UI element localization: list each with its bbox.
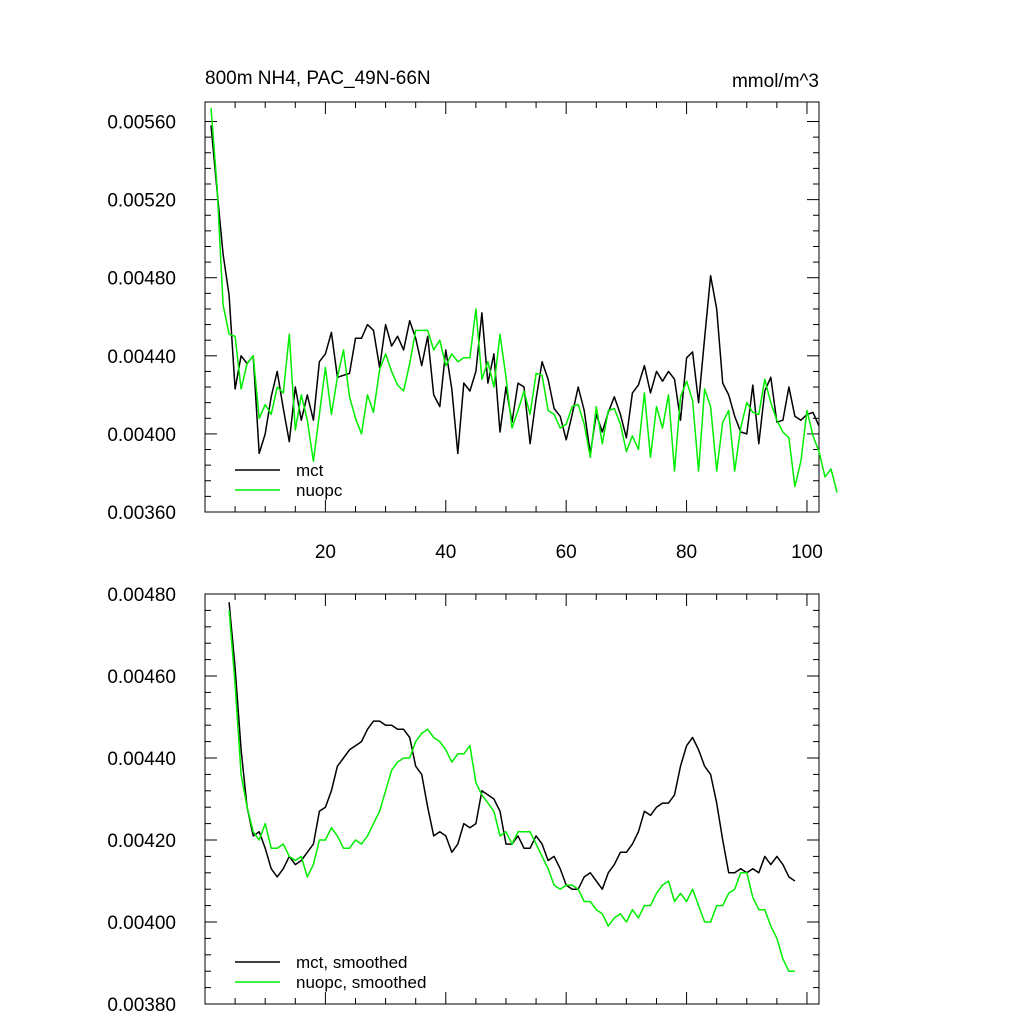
bottom-y-tick-label: 0.00460 bbox=[107, 667, 176, 688]
top-series bbox=[210, 107, 838, 493]
top-series-nuopc bbox=[210, 107, 838, 493]
legend-label-nuopc: nuopc bbox=[296, 481, 343, 500]
top-legend: mct nuopc bbox=[235, 461, 343, 500]
top-chart-units: mmol/m^3 bbox=[732, 71, 819, 92]
bottom-series-mct-smoothed bbox=[228, 602, 796, 890]
top-series-mct bbox=[210, 125, 820, 455]
top-chart-title: 800m NH4, PAC_49N-66N bbox=[205, 68, 431, 89]
bottom-y-tick-label: 0.00440 bbox=[107, 749, 176, 770]
bottom-y-tick-label: 0.00380 bbox=[107, 995, 176, 1016]
top-y-tick-label: 0.00480 bbox=[107, 269, 176, 290]
top-plot-frame bbox=[204, 101, 820, 513]
bottom-panel: 0.00380 0.00400 0.00420 0.00440 0.00460 0.004… bbox=[107, 585, 820, 1016]
top-x-tick-label: 40 bbox=[435, 542, 456, 563]
top-y-tick-label: 0.00520 bbox=[107, 191, 176, 212]
top-y-tick-label: 0.00560 bbox=[107, 113, 176, 134]
bottom-series bbox=[228, 602, 796, 972]
top-x-tick-label: 100 bbox=[791, 542, 823, 563]
top-panel: 20 40 60 80 100 0.00360 0.00400 0.00440 0.00480 0… bbox=[107, 68, 838, 563]
bottom-ticks: 0.00380 0.00400 0.00420 0.00440 0.00460 0.004… bbox=[107, 585, 819, 1016]
bottom-y-tick-label: 0.00480 bbox=[107, 585, 176, 606]
top-x-tick-label: 80 bbox=[676, 542, 697, 563]
top-x-tick-label: 20 bbox=[315, 542, 336, 563]
top-x-tick-label: 60 bbox=[556, 542, 577, 563]
bottom-y-tick-label: 0.00400 bbox=[107, 913, 176, 934]
bottom-series-nuopc-smoothed bbox=[228, 610, 795, 972]
bottom-plot-frame bbox=[204, 593, 820, 1005]
legend-label-nuopc-smoothed: nuopc, smoothed bbox=[296, 973, 426, 992]
legend-label-mct: mct bbox=[296, 461, 324, 480]
bottom-y-tick-label: 0.00420 bbox=[107, 831, 176, 852]
top-ticks: 20 40 60 80 100 0.00360 0.00400 0.00440 0.00480 0… bbox=[107, 102, 823, 563]
legend-label-mct-smoothed: mct, smoothed bbox=[296, 953, 408, 972]
bottom-legend: mct, smoothed nuopc, smoothed bbox=[235, 953, 426, 992]
top-y-tick-label: 0.00440 bbox=[107, 347, 176, 368]
top-y-tick-label: 0.00360 bbox=[107, 503, 176, 524]
top-y-tick-label: 0.00400 bbox=[107, 425, 176, 446]
